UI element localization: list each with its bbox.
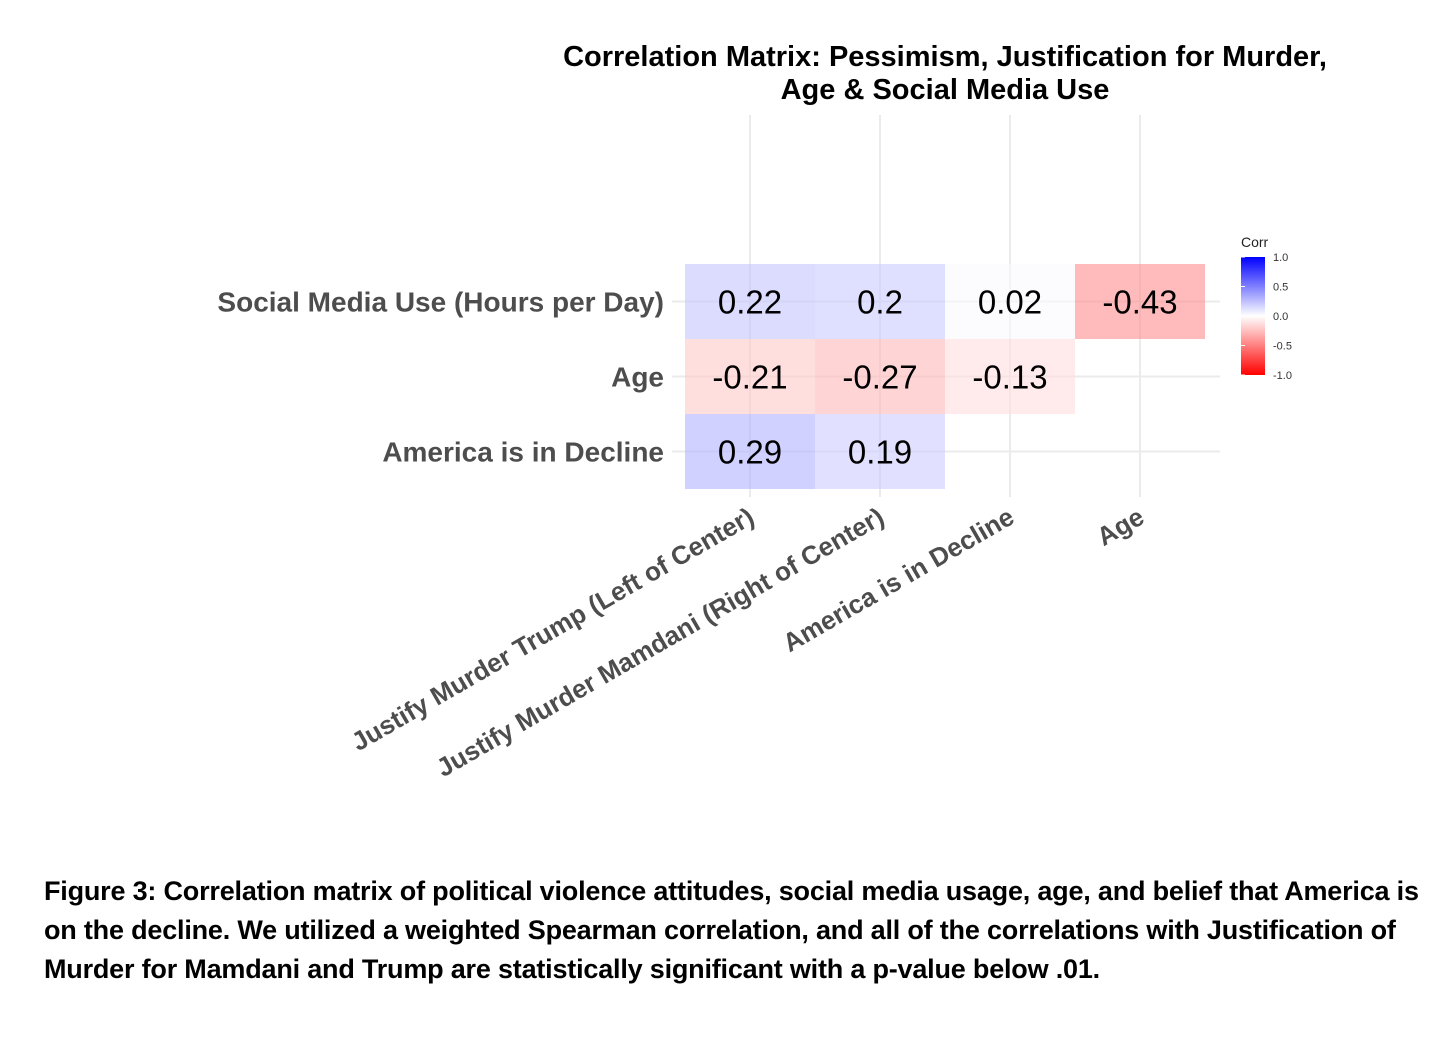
heatmap-cell-fill <box>945 339 1075 414</box>
heatmap-cell: -0.13 <box>945 339 1075 414</box>
heatmap-cell-fill <box>685 414 815 489</box>
heatmap-cell-fill <box>815 264 945 339</box>
heatmap-cell-fill <box>685 339 815 414</box>
heatmap-cell-value: 0.19 <box>848 434 912 471</box>
heatmap-cell: -0.43 <box>1075 264 1205 339</box>
heatmap-cell: 0.2 <box>815 264 945 339</box>
heatmap-cell-value: -0.43 <box>1102 284 1177 321</box>
legend-tick-label: 1.0 <box>1273 252 1288 264</box>
legend-tick-label: -1.0 <box>1273 370 1292 382</box>
heatmap-cell-fill <box>945 264 1075 339</box>
legend-ticks: 1.0 0.5 0.0 -0.5 -1.0 <box>1241 252 1292 382</box>
y-label-america-is-in-decline: America is in Decline <box>382 437 664 468</box>
chart-title-line-2: Age & Social Media Use <box>781 74 1110 106</box>
color-legend: Corr 1.0 0.5 0.0 -0.5 -1.0 <box>1241 234 1292 382</box>
y-axis-labels: Social Media Use (Hours per Day) Age Ameri… <box>217 287 664 468</box>
figure-caption: Figure 3: Correlation matrix of politica… <box>44 876 1419 984</box>
heatmap-cell-value: -0.21 <box>712 359 787 396</box>
heatmap-cell-value: -0.13 <box>972 359 1047 396</box>
heatmap-cell: 0.22 <box>685 264 815 339</box>
heatmap-cell-fill <box>815 414 945 489</box>
heatmap-cell-value: 0.29 <box>718 434 782 471</box>
y-label-social-media-use-hours-per-day: Social Media Use (Hours per Day) <box>217 287 664 318</box>
y-label-age: Age <box>611 362 664 393</box>
legend-tick-label: -0.5 <box>1273 341 1292 353</box>
x-axis-labels: Justify Murder Trump (Left of Center)Jus… <box>346 501 1149 783</box>
heatmap-cell: -0.27 <box>815 339 945 414</box>
x-label-america-is-in-decline: America is in Decline <box>777 501 1019 658</box>
heatmap-cell-fill <box>685 264 815 339</box>
heatmap-cell-fill <box>815 339 945 414</box>
chart-title: Correlation Matrix: Pessimism, Justifica… <box>563 41 1327 106</box>
heatmap-cell-value: -0.27 <box>842 359 917 396</box>
heatmap-cell-value: 0.22 <box>718 284 782 321</box>
heatmap-cells: 0.22 0.2 0.02 -0.43 -0.21 -0.27 -0.13 0.29 0.19 <box>685 264 1205 489</box>
heatmap-cell: 0.02 <box>945 264 1075 339</box>
heatmap-cell: 0.19 <box>815 414 945 489</box>
heatmap-cell: 0.29 <box>685 414 815 489</box>
legend-tick-label: 0.0 <box>1273 311 1288 323</box>
x-label-age: Age <box>1091 501 1149 552</box>
legend-tick-label: 0.5 <box>1273 282 1288 294</box>
heatmap-cell-value: 0.02 <box>978 284 1042 321</box>
heatmap-cell: -0.21 <box>685 339 815 414</box>
heatmap-cell-value: 0.2 <box>857 284 903 321</box>
correlation-heatmap: Correlation Matrix: Pessimism, Justifica… <box>217 41 1327 783</box>
heatmap-cell-fill <box>1075 264 1205 339</box>
legend-title: Corr <box>1241 234 1269 250</box>
chart-title-line-1: Correlation Matrix: Pessimism, Justifica… <box>563 41 1327 73</box>
